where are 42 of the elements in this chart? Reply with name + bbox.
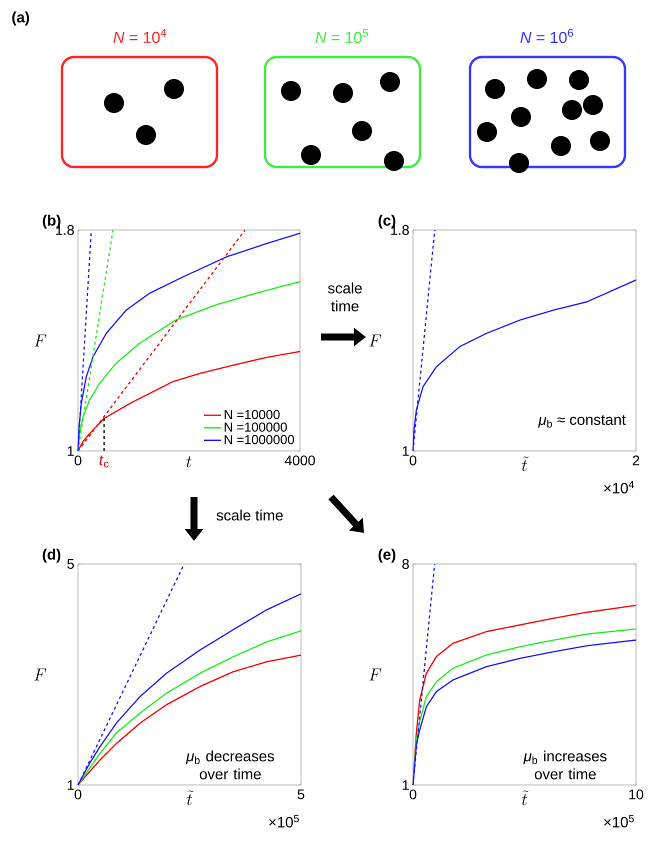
line-series bbox=[77, 630, 302, 786]
x-tick-label: 2 bbox=[632, 456, 640, 466]
chart-title: (e) bbox=[378, 548, 396, 563]
text: N = 10$^{4}$ bbox=[113, 28, 166, 44]
y-tick-label: 1 bbox=[402, 780, 409, 790]
text: scale time bbox=[216, 510, 283, 521]
annotation: μ$_{b}$ increases over time bbox=[523, 750, 606, 780]
legend-label: N =100000 bbox=[224, 422, 287, 432]
text: (a) bbox=[12, 12, 30, 26]
x-axis-title: $\tilde{t}$ bbox=[522, 790, 529, 806]
y-tick-label: 1 bbox=[68, 446, 74, 456]
x-tick-label: 0 bbox=[74, 790, 82, 800]
text: scale time bbox=[328, 282, 362, 312]
x-tick-label: 0 bbox=[410, 456, 416, 466]
text: N = 10$^{5}$ bbox=[315, 28, 368, 44]
y-axis-title: $F$ bbox=[369, 334, 382, 346]
x-tick-label: 10 bbox=[629, 790, 644, 800]
x-axis-title: $t$ bbox=[186, 456, 192, 468]
annotation: μ$_{b}$ ≈ constant bbox=[538, 415, 626, 428]
line-series bbox=[77, 654, 302, 786]
text: N = 10$^{6}$ bbox=[520, 28, 574, 44]
x-axis-title: $\tilde{t}$ bbox=[186, 790, 194, 806]
y-tick-label: 8 bbox=[402, 559, 409, 569]
x-tick-label: 4000 bbox=[284, 456, 315, 466]
x-tick-label: 0 bbox=[410, 790, 416, 800]
y-axis-title: $F$ bbox=[34, 334, 46, 346]
x-tick-label: 0 bbox=[74, 456, 82, 466]
y-axis-title: $F$ bbox=[34, 668, 46, 680]
annotation: μ$_{b}$ decreases over time bbox=[186, 750, 274, 780]
legend-label: N =10000 bbox=[224, 410, 280, 420]
annotation: t$_{c}$ bbox=[100, 456, 109, 468]
text: ×10$^{4}$ bbox=[604, 480, 634, 494]
y-tick-label: 1 bbox=[402, 446, 409, 456]
text: ×10$^{5}$ bbox=[604, 814, 634, 828]
x-axis-title: $\tilde{t}$ bbox=[522, 456, 529, 472]
y-tick-label: 1 bbox=[68, 780, 74, 790]
chart-title: (d) bbox=[42, 548, 60, 563]
text: ×10$^{5}$ bbox=[269, 814, 299, 828]
x-tick-label: 5 bbox=[298, 790, 304, 800]
legend-label: N =1000000 bbox=[224, 435, 294, 444]
y-axis-title: $F$ bbox=[369, 668, 382, 680]
y-tick-label: 5 bbox=[67, 559, 74, 569]
